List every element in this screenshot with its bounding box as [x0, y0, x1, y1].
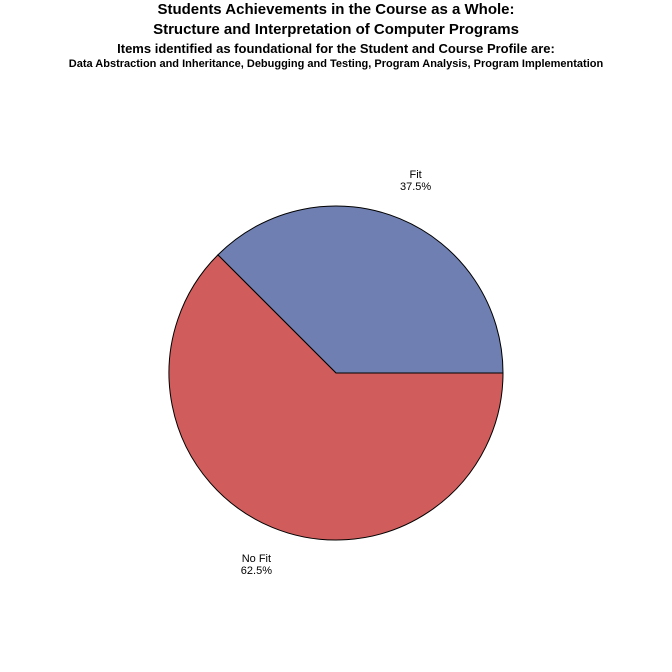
pie-slice-fit	[217, 205, 504, 374]
chart-footnote-heading: Items identified as foundational for the…	[117, 41, 555, 56]
chart-footnote-items: Data Abstraction and Inheritance, Debugg…	[68, 58, 604, 70]
chart-subtitle: Structure and Interpretation of Computer…	[153, 21, 519, 38]
pie-slice-no-fit	[168, 254, 504, 541]
chart-titles: Students Achievements in the Course as a…	[0, 0, 672, 71]
slice-value-no-fit: 62.5%	[241, 565, 272, 577]
slice-value-fit: 37.5%	[400, 181, 431, 193]
slice-label-fit: Fit	[409, 169, 421, 181]
chart-title: Students Achievements in the Course as a…	[157, 1, 515, 18]
slice-label-no-fit: No Fit	[242, 553, 271, 565]
